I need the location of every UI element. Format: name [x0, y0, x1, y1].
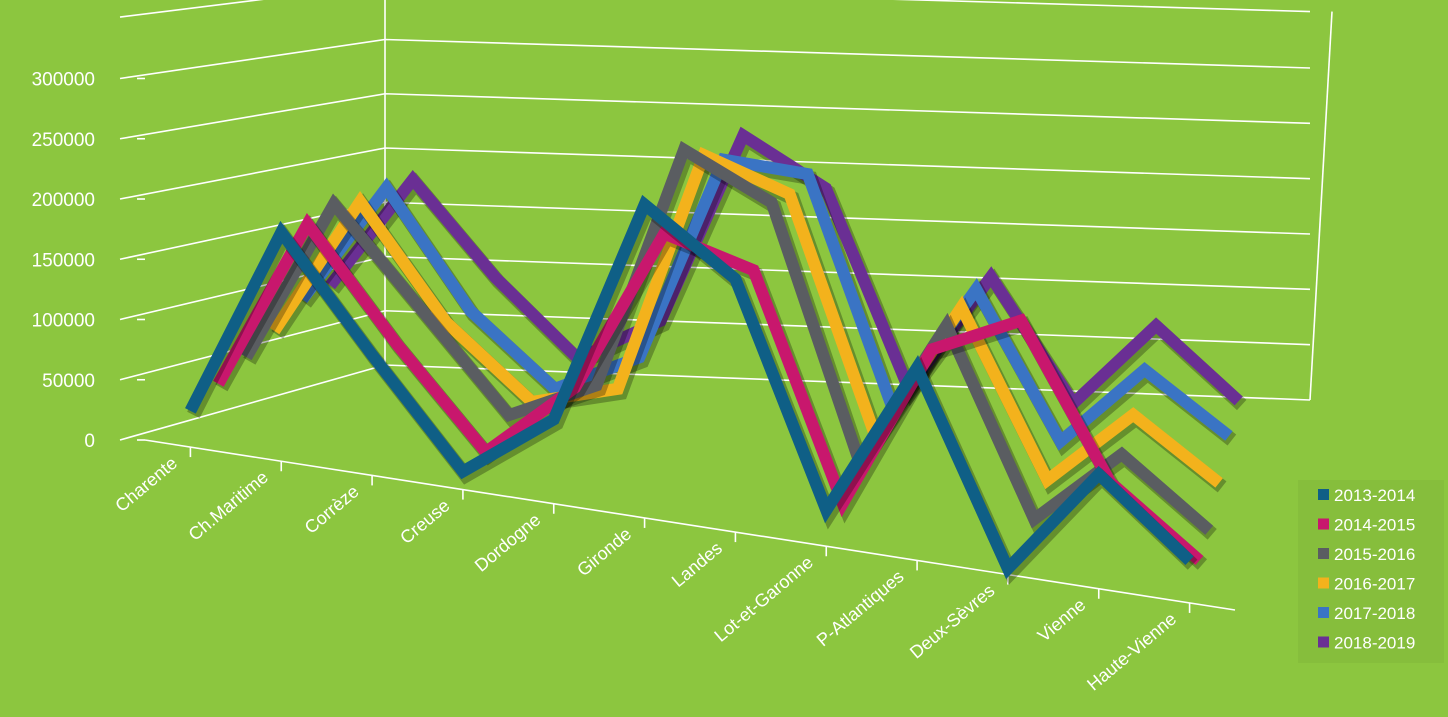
- x-category-label: Haute-Vienne: [1083, 609, 1180, 695]
- x-category-label: Gironde: [573, 524, 635, 580]
- legend-swatch: [1318, 636, 1329, 648]
- y-tick-label: 0: [84, 431, 95, 452]
- y-tick-label: 250000: [32, 130, 95, 151]
- legend-swatch: [1318, 489, 1329, 500]
- y-tick-label: 300000: [32, 70, 95, 91]
- y-tick-label: 100000: [32, 311, 95, 332]
- legend-label: 2017-2018: [1334, 604, 1415, 623]
- y-tick-label: 50000: [42, 371, 95, 392]
- legend-swatch: [1318, 548, 1329, 559]
- x-category-label: Ch.Maritime: [185, 467, 272, 545]
- axes: [137, 0, 1333, 613]
- legend-label: 2015-2016: [1334, 545, 1415, 564]
- legend-label: 2016-2017: [1334, 575, 1415, 594]
- x-axis-baseline: [144, 439, 1236, 611]
- back-right-edge: [1309, 11, 1333, 401]
- gridline: [119, 92, 1311, 140]
- gridline: [119, 0, 1311, 18]
- y-tick-label: 200000: [32, 190, 95, 211]
- legend: 2013-2014 2014-2015 2015-2016 2016-2017 2017…: [1298, 480, 1444, 663]
- y-tick-label: 150000: [32, 250, 95, 271]
- x-category-label: Charente: [111, 453, 181, 516]
- legend-swatch: [1318, 518, 1329, 530]
- x-category-label: Creuse: [396, 495, 453, 548]
- series-line-2013-2014: [185, 194, 1194, 580]
- legend-label: 2013-2014: [1334, 486, 1415, 505]
- x-category-label: Vienne: [1034, 594, 1090, 645]
- y-axis-tick-labels: 0 50000 100000 150000 200000 250000 300000: [32, 70, 95, 453]
- x-category-label: P-Atlantiques: [813, 566, 908, 650]
- gridline: [119, 38, 1311, 80]
- x-category-label: Corrèze: [301, 481, 363, 537]
- x-category-label: Dordogne: [471, 509, 544, 575]
- series-line-2018-2019: [325, 126, 1243, 413]
- series-lines: [185, 126, 1247, 585]
- legend-swatch: [1318, 577, 1329, 589]
- legend-background: [1298, 480, 1444, 663]
- series-line-2015-2016: [241, 140, 1214, 535]
- x-category-label: Lot-et-Garonne: [710, 552, 816, 646]
- series-line-2016-2017: [269, 146, 1223, 490]
- legend-swatch: [1318, 607, 1329, 618]
- legend-label: 2018-2019: [1334, 634, 1415, 653]
- x-category-label: Deux-Sèvres: [906, 580, 999, 662]
- x-category-label: Landes: [668, 538, 726, 591]
- legend-label: 2014-2015: [1334, 516, 1415, 535]
